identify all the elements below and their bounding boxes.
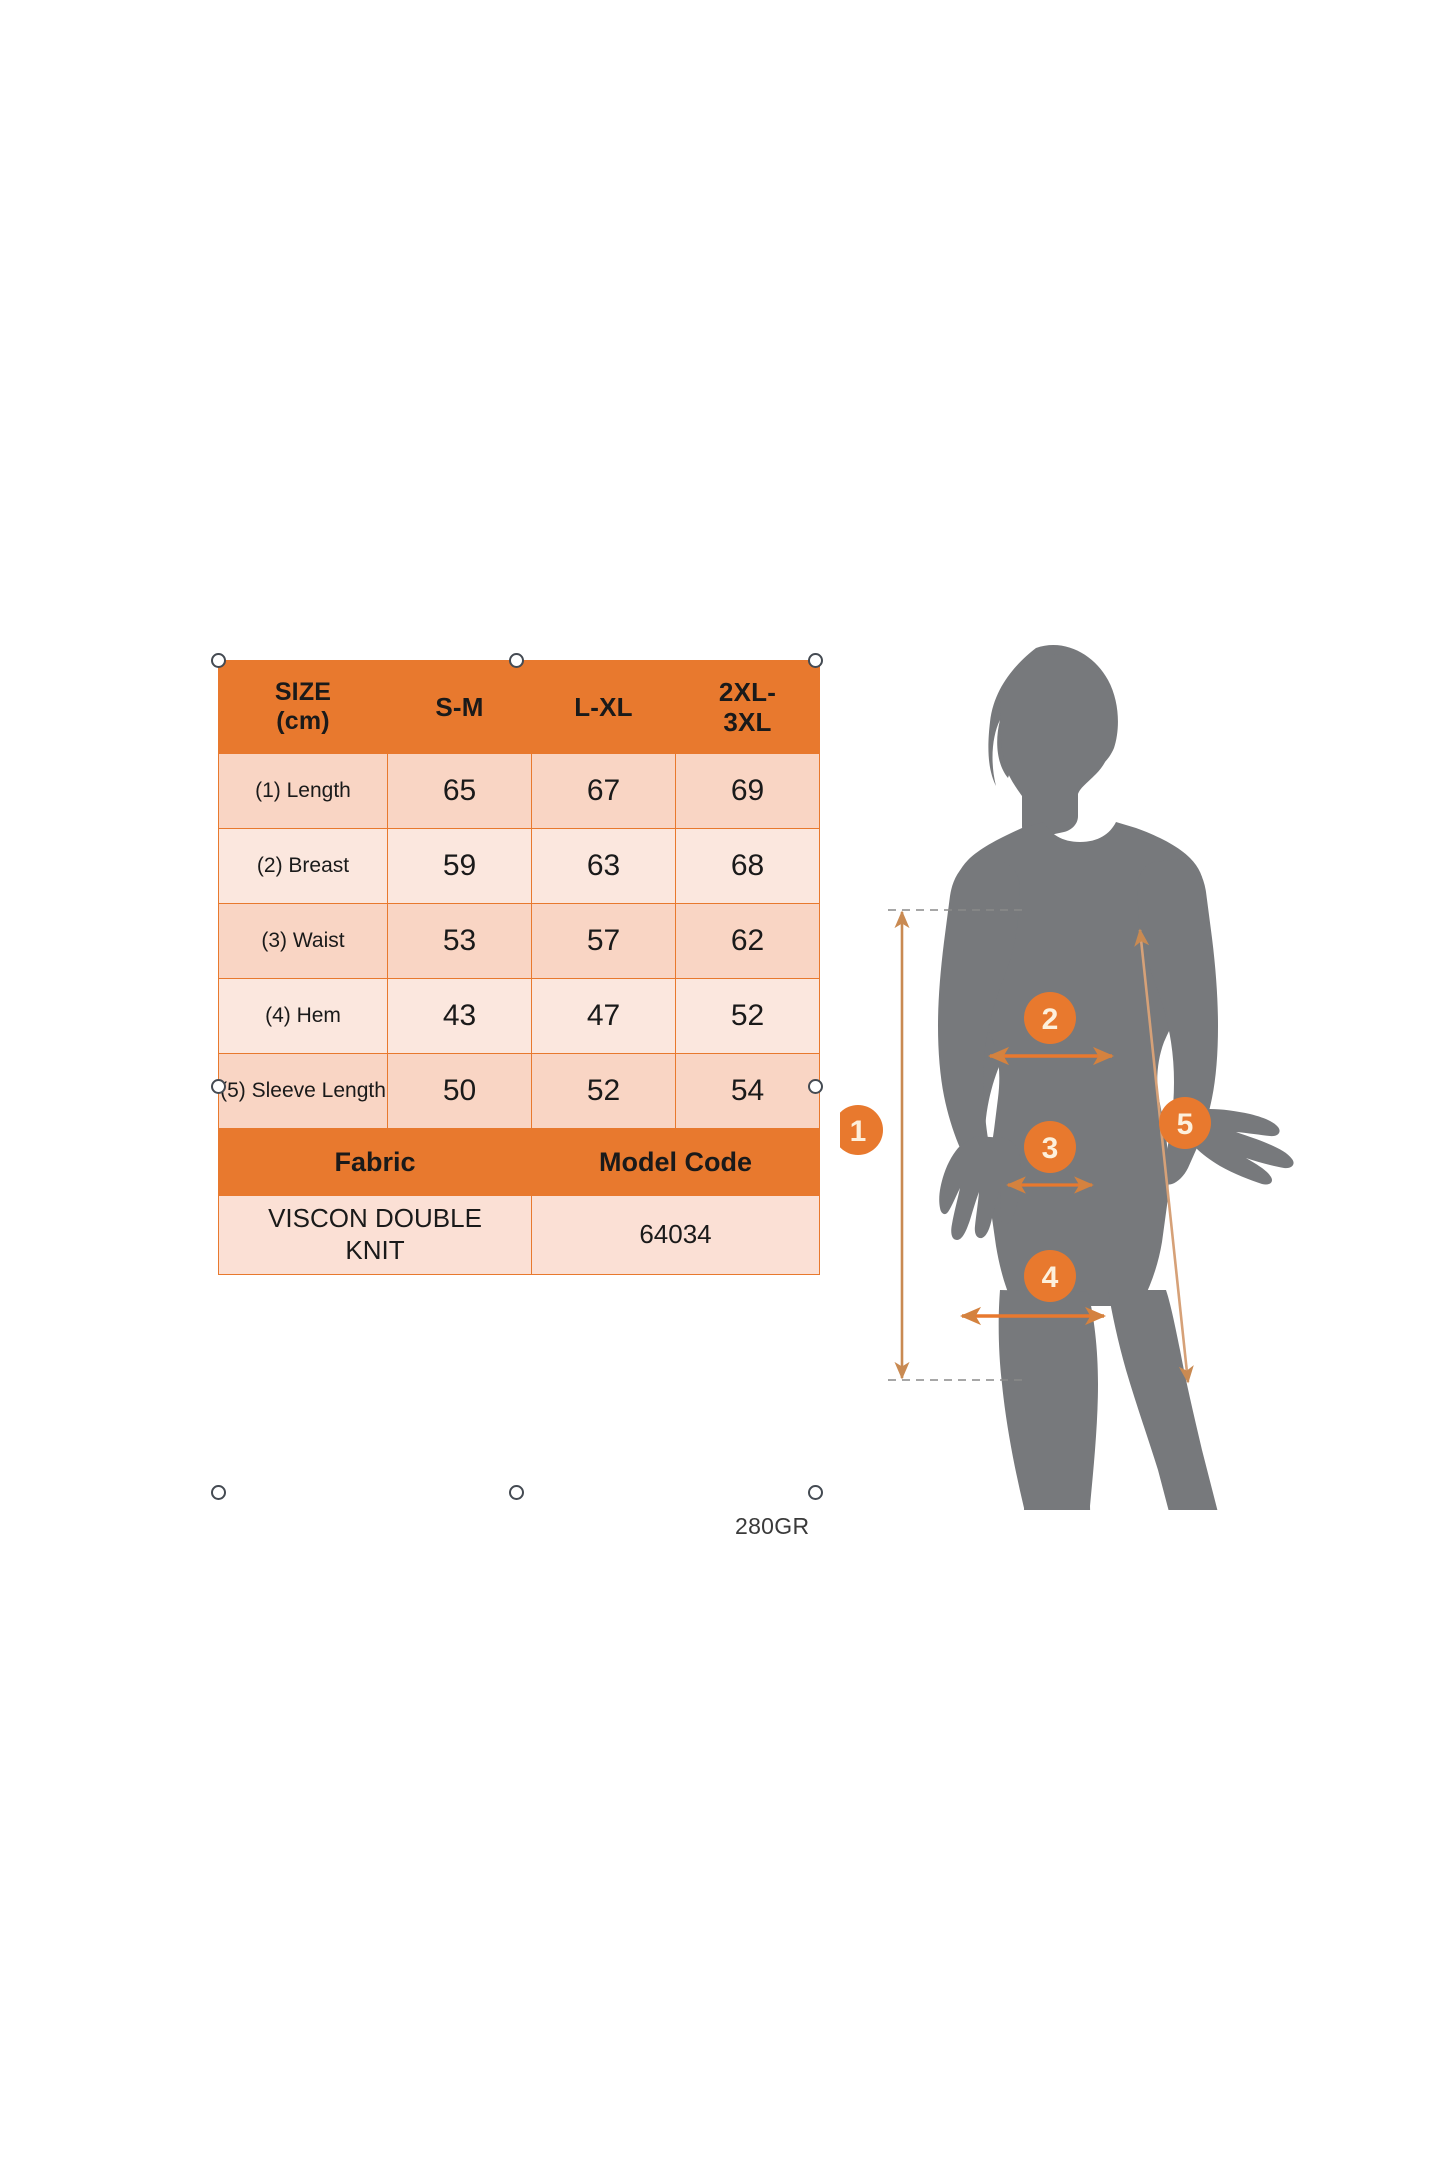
header-col-lxl: L-XL bbox=[531, 660, 676, 754]
marker-3-label: 3 bbox=[1042, 1132, 1059, 1165]
footer-header-fabric: Fabric bbox=[218, 1128, 532, 1196]
header-col-2xl-3xl-line2: 3XL bbox=[723, 707, 772, 737]
table-row: (4) Hem 43 47 52 bbox=[218, 978, 820, 1054]
marker-4-label: 4 bbox=[1042, 1261, 1059, 1294]
row-label-sleeve-length: (5) Sleeve Length bbox=[218, 1053, 388, 1129]
table-header-row: SIZE (cm) S-M L-XL 2XL- 3XL bbox=[218, 660, 820, 754]
cell-sleeve-lxl: 52 bbox=[531, 1053, 676, 1129]
size-chart-table: SIZE (cm) S-M L-XL 2XL- 3XL (1) Length 6… bbox=[218, 660, 820, 1275]
row-label-breast: (2) Breast bbox=[218, 828, 388, 904]
row-label-hem: (4) Hem bbox=[218, 978, 388, 1054]
selection-handle-top-center[interactable] bbox=[508, 652, 524, 668]
fabric-weight-note: 280GR bbox=[735, 1513, 810, 1539]
header-col-2xl-3xl: 2XL- 3XL bbox=[675, 660, 820, 754]
header-col-2xl-3xl-line1: 2XL- bbox=[718, 676, 777, 707]
measurement-figure-panel: 1 2 3 4 5 bbox=[840, 590, 1320, 1510]
footer-header-model-code: Model Code bbox=[531, 1128, 820, 1196]
table-footer-value-row: VISCON DOUBLE KNIT 64034 bbox=[218, 1195, 820, 1275]
cell-breast-2xl3xl: 68 bbox=[675, 828, 820, 904]
table-row: (1) Length 65 67 69 bbox=[218, 753, 820, 829]
table-row: (3) Waist 53 57 62 bbox=[218, 903, 820, 979]
cell-hem-sm: 43 bbox=[387, 978, 532, 1054]
selection-handle-bottom-right[interactable] bbox=[807, 1484, 823, 1500]
cell-waist-2xl3xl: 62 bbox=[675, 903, 820, 979]
selection-handle-middle-right[interactable] bbox=[807, 1078, 823, 1094]
measurement-arrow-5 bbox=[1134, 928, 1194, 1384]
selection-handle-bottom-center[interactable] bbox=[508, 1484, 524, 1500]
table-row: (2) Breast 59 63 68 bbox=[218, 828, 820, 904]
selection-handle-top-right[interactable] bbox=[807, 652, 823, 668]
cell-breast-sm: 59 bbox=[387, 828, 532, 904]
measurement-marker-3: 3 bbox=[1024, 1121, 1076, 1173]
cell-hem-2xl3xl: 52 bbox=[675, 978, 820, 1054]
row-label-length: (1) Length bbox=[218, 753, 388, 829]
row-label-waist: (3) Waist bbox=[218, 903, 388, 979]
cell-length-sm: 65 bbox=[387, 753, 532, 829]
cell-sleeve-sm: 50 bbox=[387, 1053, 532, 1129]
header-size-line1: SIZE bbox=[274, 678, 332, 706]
header-size-line2: (cm) bbox=[276, 707, 330, 735]
measurement-marker-5: 5 bbox=[1159, 1097, 1211, 1149]
fabric-value-line2: KNIT bbox=[345, 1235, 405, 1265]
measurement-marker-1: 1 bbox=[840, 1105, 883, 1155]
fabric-value-line1: VISCON DOUBLE bbox=[268, 1203, 482, 1234]
measurement-marker-2: 2 bbox=[1024, 992, 1076, 1044]
marker-5-label: 5 bbox=[1177, 1108, 1194, 1141]
cell-length-2xl3xl: 69 bbox=[675, 753, 820, 829]
cell-breast-lxl: 63 bbox=[531, 828, 676, 904]
selection-handle-middle-left[interactable] bbox=[210, 1078, 226, 1094]
selection-handle-top-left[interactable] bbox=[210, 652, 226, 668]
header-col-sm: S-M bbox=[387, 660, 532, 754]
cell-length-lxl: 67 bbox=[531, 753, 676, 829]
marker-1-label: 1 bbox=[850, 1115, 867, 1148]
measurement-marker-4: 4 bbox=[1024, 1250, 1076, 1302]
footer-value-fabric: VISCON DOUBLE KNIT bbox=[218, 1195, 532, 1275]
cell-waist-lxl: 57 bbox=[531, 903, 676, 979]
selection-handle-bottom-left[interactable] bbox=[210, 1484, 226, 1500]
footer-value-model-code: 64034 bbox=[531, 1195, 820, 1275]
cell-waist-sm: 53 bbox=[387, 903, 532, 979]
table-footer-header-row: Fabric Model Code bbox=[218, 1128, 820, 1196]
marker-2-label: 2 bbox=[1042, 1003, 1059, 1036]
cell-sleeve-2xl3xl: 54 bbox=[675, 1053, 820, 1129]
header-size-cell: SIZE (cm) bbox=[218, 660, 388, 754]
cell-hem-lxl: 47 bbox=[531, 978, 676, 1054]
table-row: (5) Sleeve Length 50 52 54 bbox=[218, 1053, 820, 1129]
